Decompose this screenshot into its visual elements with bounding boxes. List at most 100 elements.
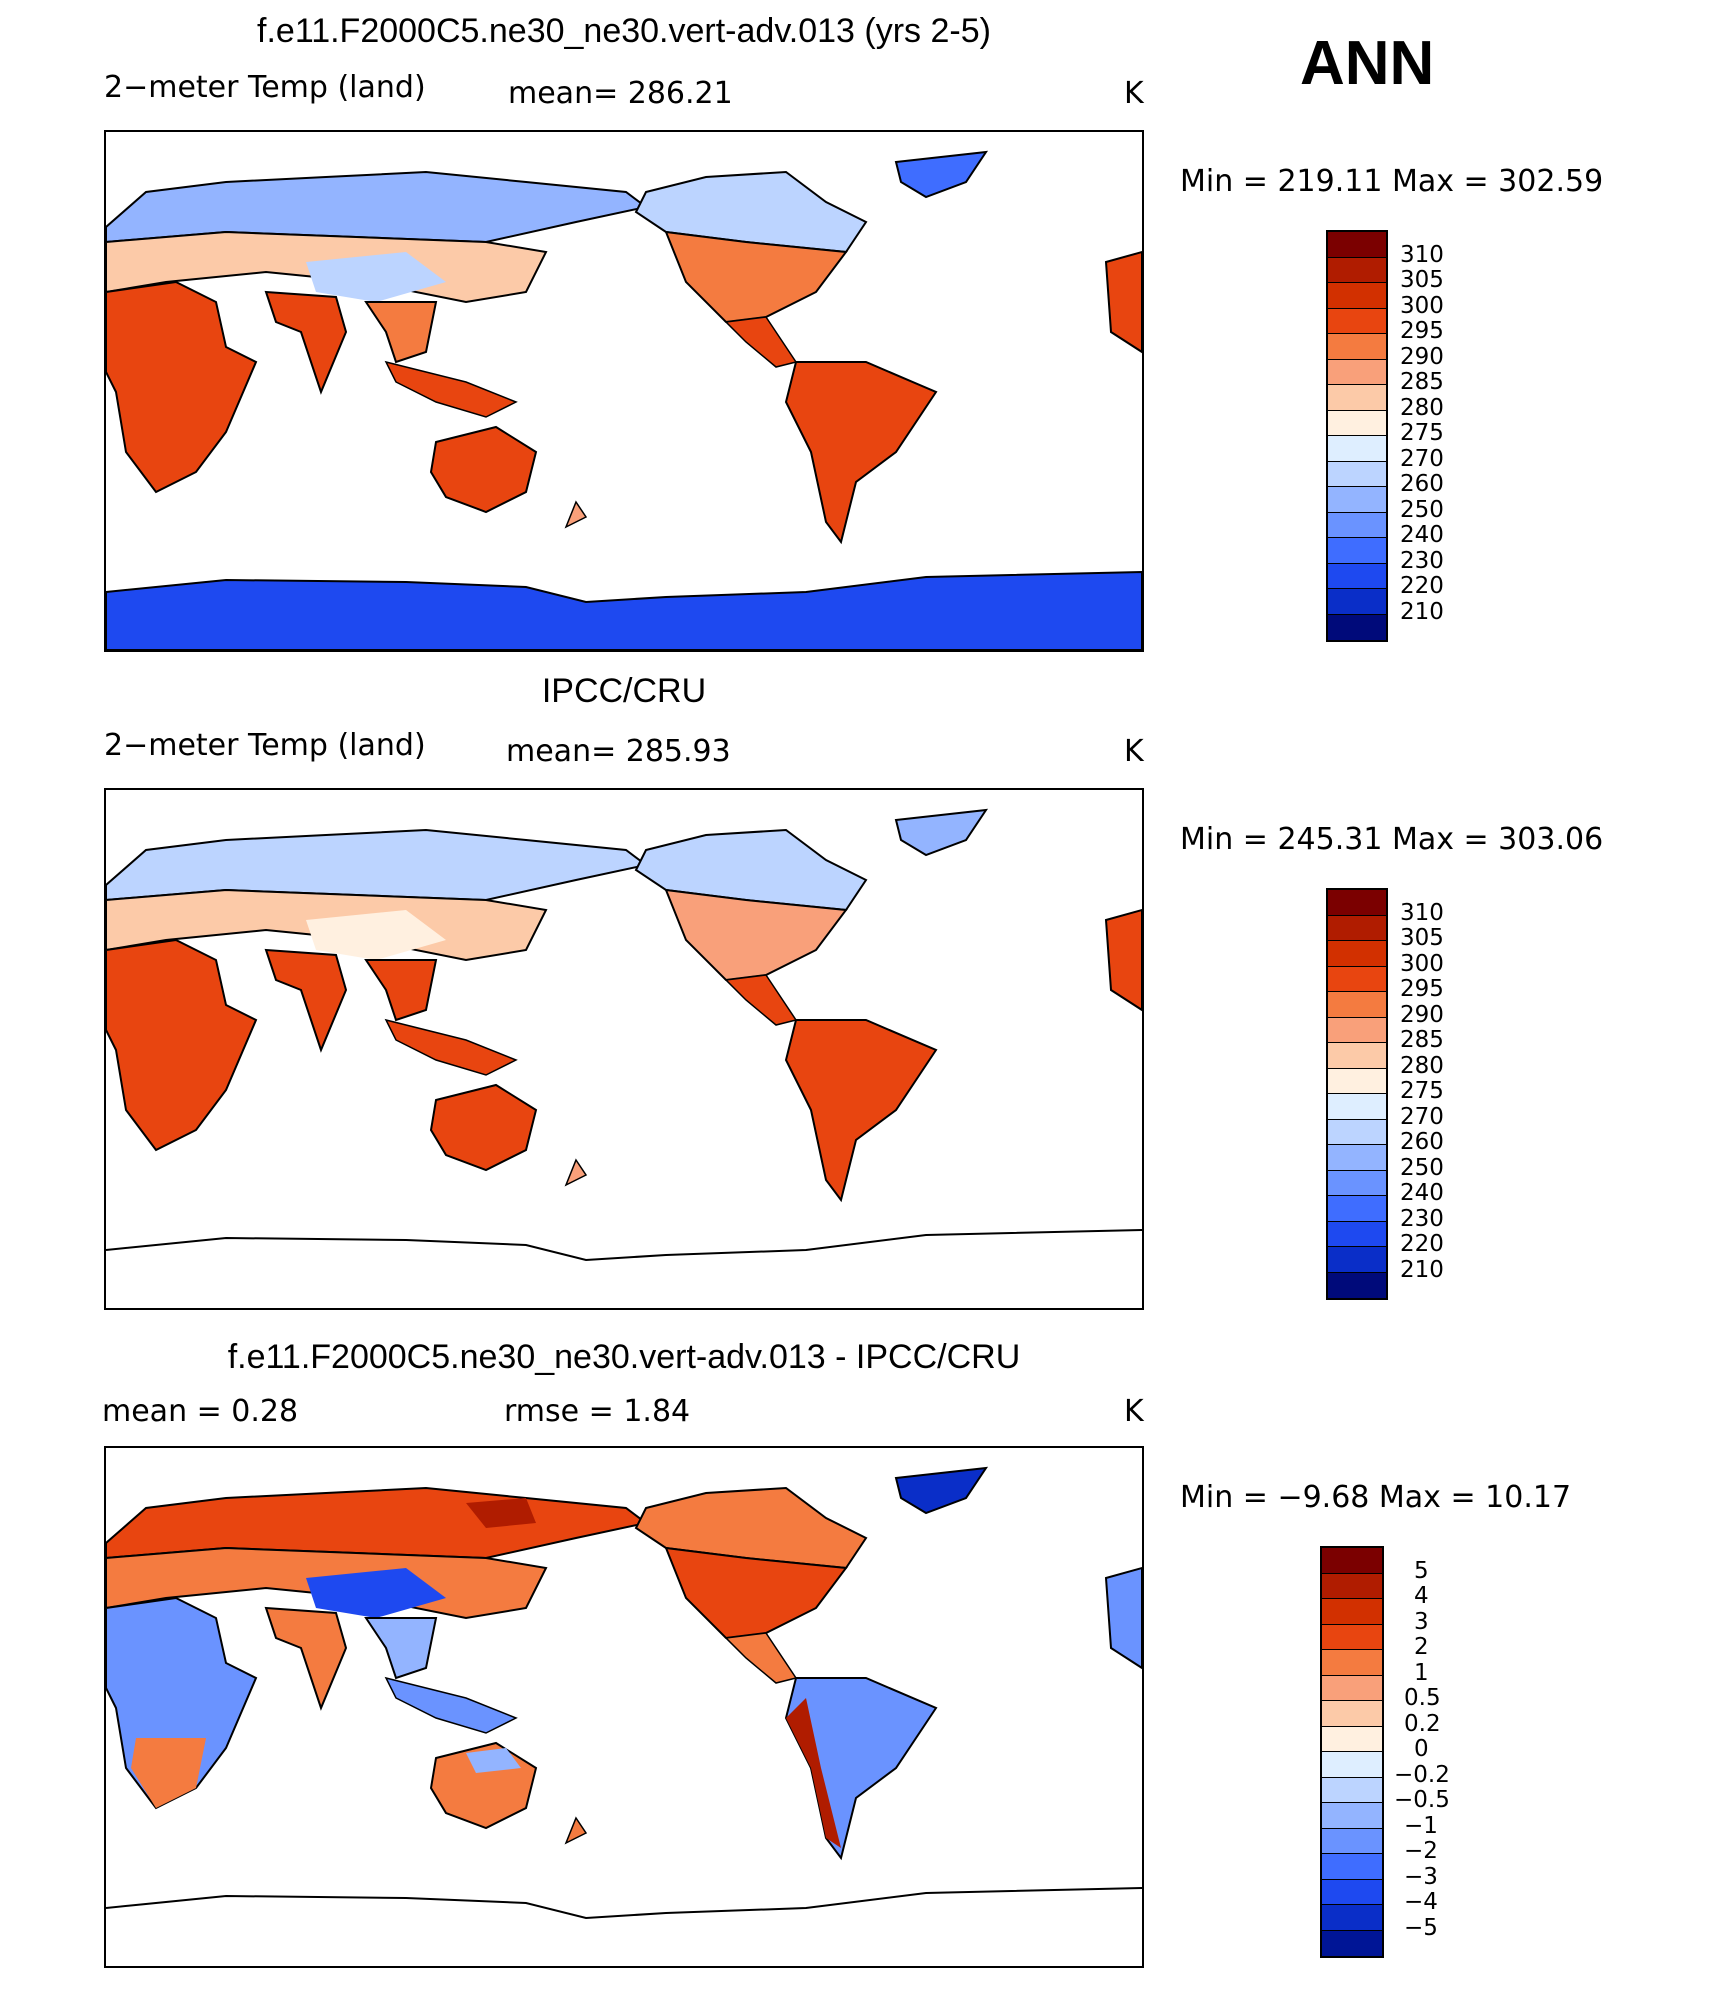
colorbar-tick: 280: [1400, 1053, 1444, 1079]
central-america: [724, 316, 798, 368]
panel-3-title: f.e11.F2000C5.ne30_ne30.vert-adv.013 - I…: [227, 1338, 1021, 1376]
colorbar-tick: 230: [1400, 548, 1444, 574]
colorbar-tick: 3: [1414, 1609, 1429, 1635]
africa-south: [131, 1738, 206, 1808]
colorbar-tick: 310: [1400, 242, 1444, 268]
colorbar-tick: −4: [1404, 1889, 1438, 1915]
colorbar-tick: 5: [1414, 1558, 1429, 1584]
panel-1-minmax: Min = 219.11 Max = 302.59: [1180, 164, 1604, 199]
season-label: ANN: [1300, 29, 1435, 98]
antarctica-outline: [106, 1229, 1142, 1262]
maritime: [384, 1676, 518, 1734]
tibet: [306, 910, 446, 960]
north-america-south: [664, 230, 848, 324]
panel-2-mean: mean= 285.93: [506, 734, 731, 769]
panel-1-colorbar: [1326, 230, 1388, 642]
panel-1-units: K: [1124, 76, 1144, 111]
panel-3-map-svg: [106, 1466, 1142, 1920]
africa: [106, 280, 258, 494]
panel-3-mean: mean = 0.28: [102, 1394, 299, 1429]
colorbar-tick: 305: [1400, 925, 1444, 951]
panel-1-mean: mean= 286.21: [508, 76, 733, 111]
colorbar-tick: −0.2: [1394, 1762, 1450, 1788]
panel-2-map: [104, 788, 1144, 1310]
panel-2-title: IPCC/CRU: [541, 672, 707, 710]
central-america: [724, 974, 798, 1026]
greenland: [894, 150, 989, 199]
south-america: [784, 1677, 938, 1861]
maritime: [384, 1018, 518, 1076]
se-asia: [364, 301, 438, 364]
andes: [786, 1698, 841, 1848]
panel-2-units: K: [1124, 734, 1144, 769]
colorbar-tick: 300: [1400, 951, 1444, 977]
new-zealand: [564, 1816, 588, 1845]
panel-2-variable: 2−meter Temp (land): [104, 728, 426, 763]
central-america: [724, 1632, 798, 1684]
siberia-hot: [466, 1498, 536, 1528]
colorbar-tick: 220: [1400, 1231, 1444, 1257]
australia: [429, 1083, 538, 1172]
north-america-north: [634, 828, 868, 912]
greenland: [894, 808, 989, 857]
colorbar-tick: 210: [1400, 1257, 1444, 1283]
colorbar-tick: −5: [1404, 1915, 1438, 1941]
india: [264, 290, 348, 395]
colorbar-tick: 270: [1400, 446, 1444, 472]
eurasia-north: [106, 828, 649, 902]
colorbar-tick: 310: [1400, 900, 1444, 926]
india: [264, 1606, 348, 1711]
colorbar-tick: 260: [1400, 1129, 1444, 1155]
colorbar-tick: 240: [1400, 522, 1444, 548]
colorbar-tick: 0: [1414, 1736, 1429, 1762]
colorbar-tick: 285: [1400, 369, 1444, 395]
colorbar-tick: −2: [1404, 1838, 1438, 1864]
panel-3-colorbar: [1320, 1546, 1384, 1958]
colorbar-tick: 295: [1400, 976, 1444, 1002]
se-asia: [364, 1617, 438, 1680]
colorbar-tick: 275: [1400, 420, 1444, 446]
panel-3-units: K: [1124, 1394, 1144, 1429]
colorbar-tick: 285: [1400, 1027, 1444, 1053]
north-america-south: [664, 1546, 848, 1640]
colorbar-tick: 280: [1400, 395, 1444, 421]
panel-1-map: [104, 130, 1144, 652]
maritime: [384, 360, 518, 418]
colorbar-tick: 2: [1414, 1634, 1429, 1660]
africa: [106, 938, 258, 1152]
australia-north: [466, 1748, 521, 1773]
colorbar-tick: 220: [1400, 573, 1444, 599]
eurasia-north: [106, 1486, 649, 1560]
panel-3-rmse: rmse = 1.84: [504, 1394, 691, 1429]
colorbar-tick: −1: [1404, 1813, 1438, 1839]
colorbar-tick: 0.5: [1404, 1685, 1441, 1711]
colorbar-tick: 295: [1400, 318, 1444, 344]
colorbar-tick: 300: [1400, 293, 1444, 319]
colorbar-tick: 1: [1414, 1660, 1429, 1686]
colorbar-tick: −3: [1404, 1864, 1438, 1890]
tibet: [306, 1568, 446, 1618]
colorbar-tick: 250: [1400, 497, 1444, 523]
colorbar-tick: 275: [1400, 1078, 1444, 1104]
colorbar-tick: 305: [1400, 267, 1444, 293]
antarctica: [106, 570, 1142, 650]
greenland: [894, 1466, 989, 1515]
panel-2-colorbar: [1326, 888, 1388, 1300]
india: [264, 948, 348, 1053]
panel-1-variable: 2−meter Temp (land): [104, 70, 426, 105]
colorbar-tick: 210: [1400, 599, 1444, 625]
north-america-north: [634, 1486, 868, 1570]
africa-east-edge: [1104, 250, 1142, 354]
colorbar-tick: 0.2: [1404, 1711, 1441, 1737]
south-america: [784, 1019, 938, 1203]
colorbar-tick: 260: [1400, 471, 1444, 497]
eurasia-north: [106, 170, 649, 244]
panel-2-map-svg: [106, 808, 1142, 1262]
colorbar-tick: 240: [1400, 1180, 1444, 1206]
antarctica-outline: [106, 1887, 1142, 1920]
colorbar-tick: 290: [1400, 344, 1444, 370]
new-zealand: [564, 500, 588, 529]
australia: [429, 425, 538, 514]
panel-3-map: [104, 1446, 1144, 1968]
new-zealand: [564, 1158, 588, 1187]
